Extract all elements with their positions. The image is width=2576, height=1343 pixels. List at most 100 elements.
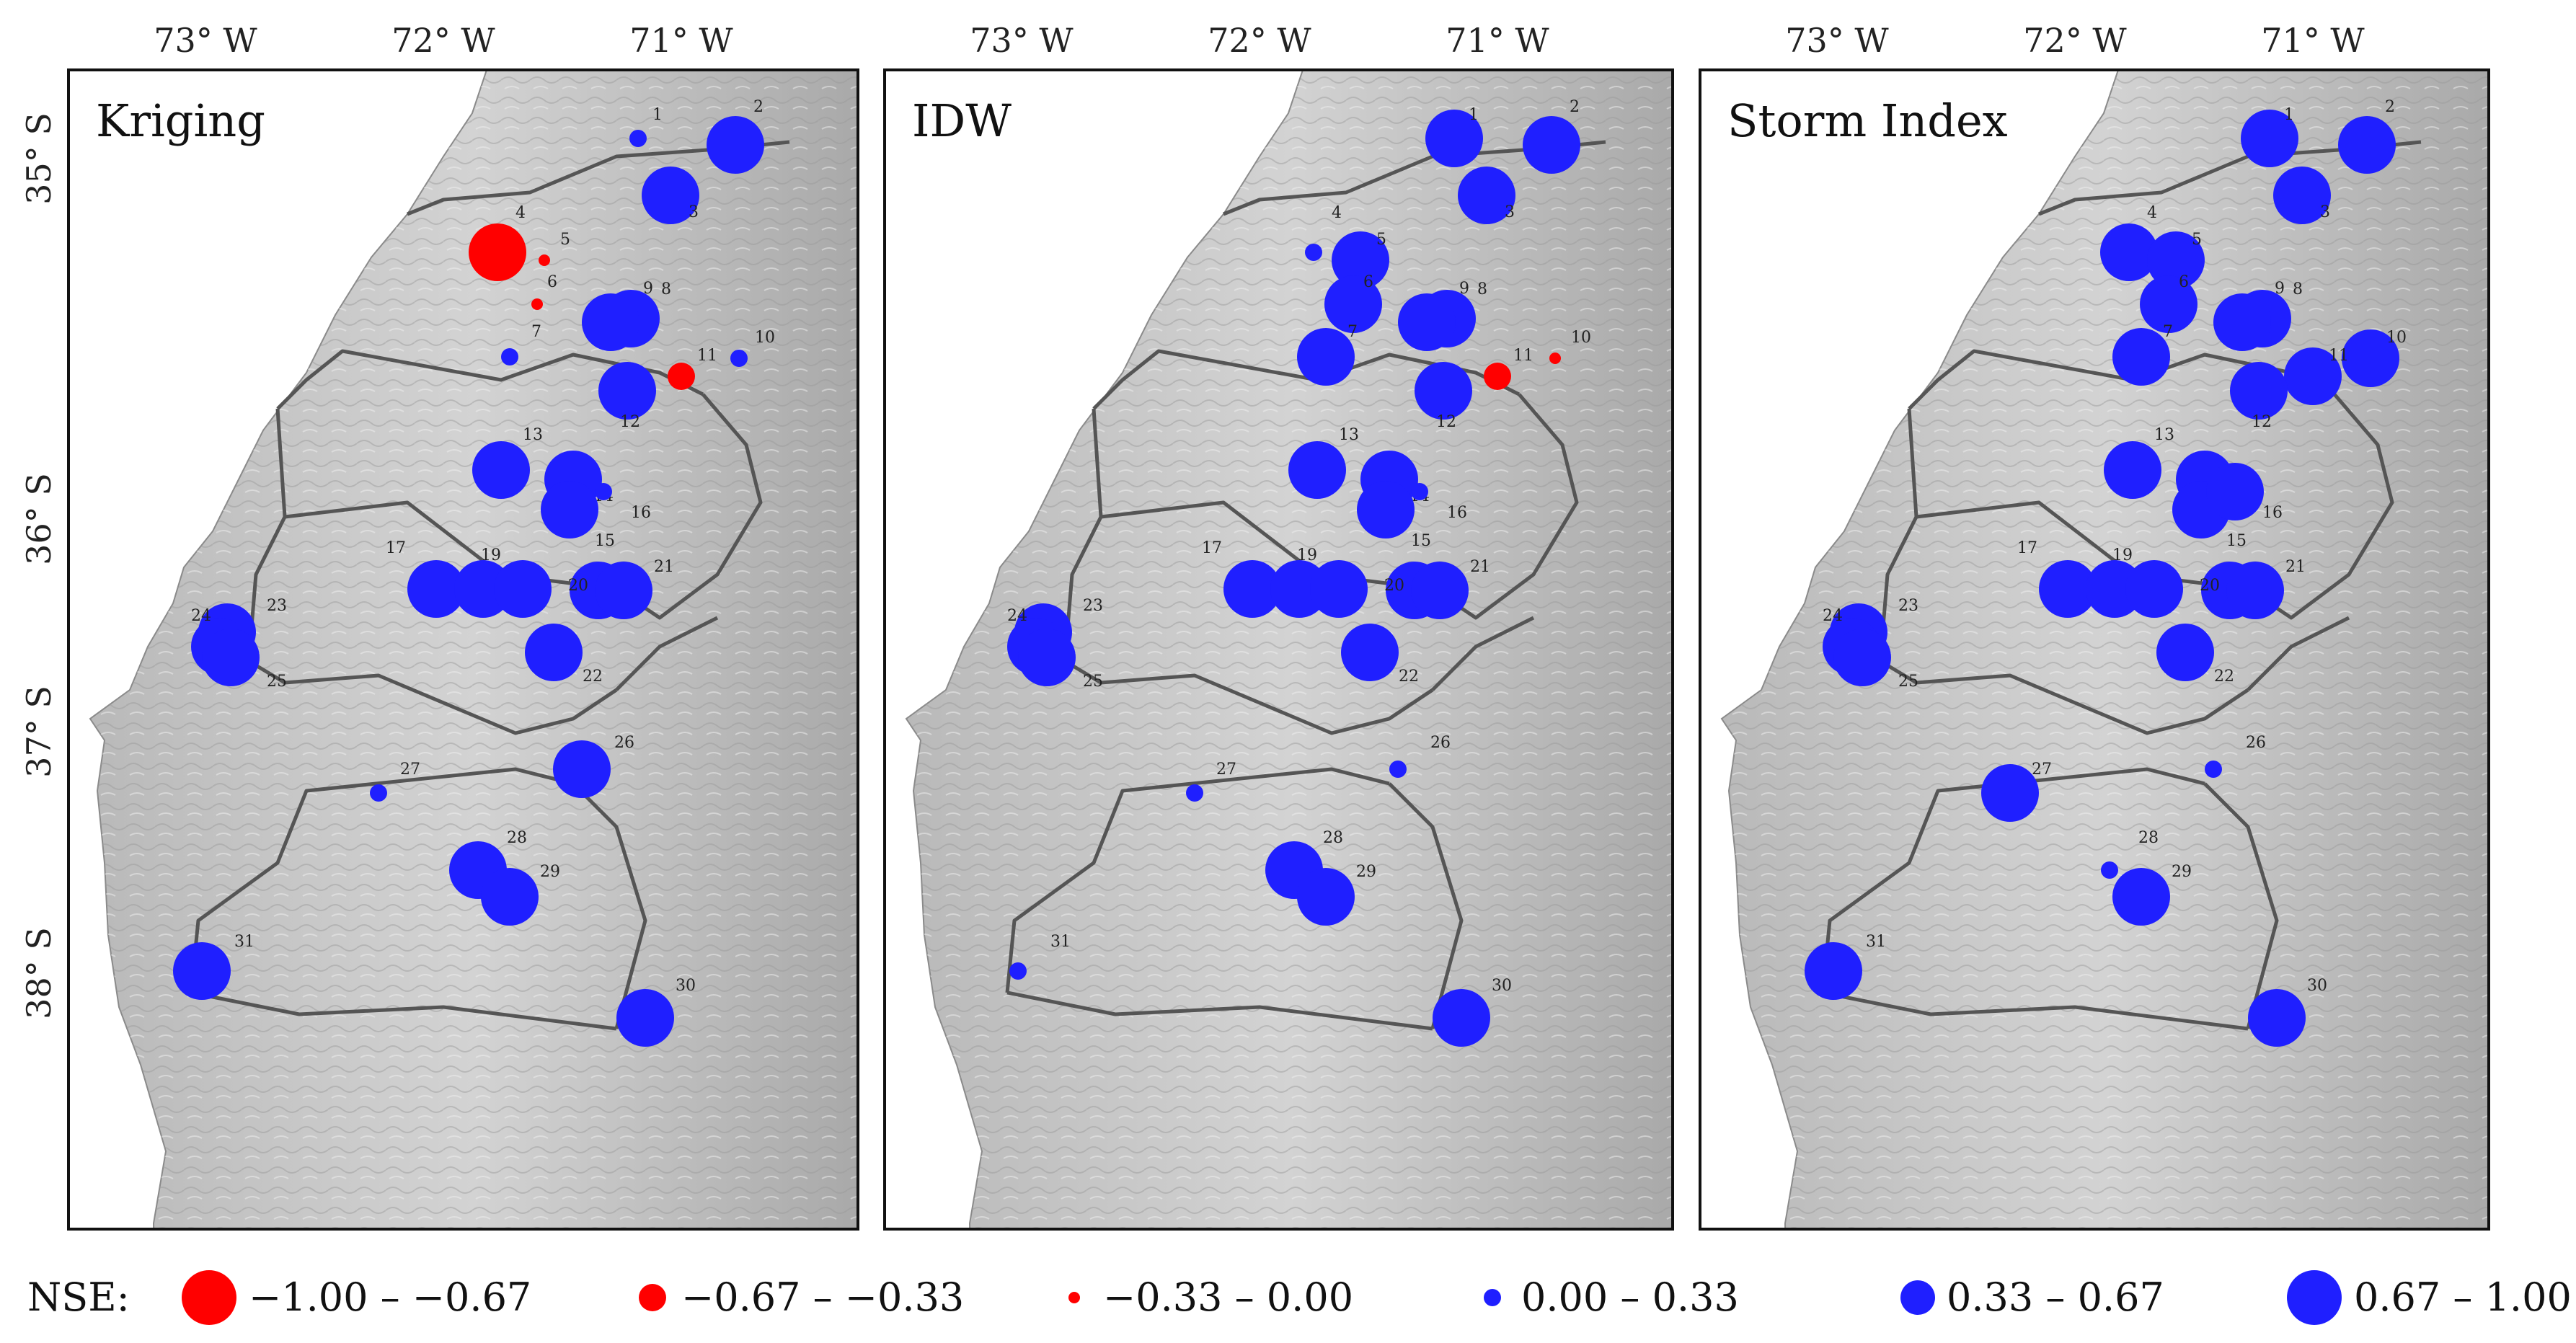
station-17-marker [407,560,465,618]
station-29-marker [1297,868,1355,926]
station-2-marker [1523,116,1580,174]
lon-tick-label: 72° W [2023,21,2127,60]
panel-title: Storm Index [1727,94,2008,147]
legend-class-2-symbol [639,1284,666,1311]
station-3-marker [2273,167,2331,224]
region-boundary [615,393,763,620]
station-4-marker [2100,223,2158,281]
legend-class-6-label: 0.67 – 1.00 [2354,1275,2572,1320]
map-panel-2: 1234567891011121314151617181920212223242… [883,68,1674,1231]
station-7-marker [501,348,518,365]
station-10-label: 10 [755,329,775,347]
station-31-label: 31 [1866,933,1886,951]
legend-class-3-symbol [1068,1292,1080,1303]
station-13-marker [472,441,530,499]
station-6-label: 6 [2179,273,2189,291]
station-26-label: 26 [2246,734,2266,752]
station-9-label: 9 [643,280,653,298]
station-1-label: 1 [1469,106,1479,124]
panel-frame [1699,68,2490,1231]
station-3-label: 3 [689,203,699,221]
station-10-marker [1549,353,1561,364]
station-1-marker [2241,110,2298,167]
station-27-marker [370,784,387,802]
panel-title: IDW [912,94,1012,147]
station-15-label: 15 [595,532,615,550]
station-11-label: 11 [697,347,717,365]
panel-frame [883,68,1674,1231]
station-25-marker [202,629,260,686]
station-10-marker [730,350,748,367]
station-6-label: 6 [547,273,557,291]
station-30-label: 30 [676,977,696,995]
legend-class-1-label: −1.00 – −0.67 [249,1275,531,1320]
station-18-marker [1270,560,1328,618]
station-21-marker [1411,562,1469,619]
lat-tick-label: 38° S [19,927,58,1019]
nse-legend: NSE: −1.00 – −0.67 −0.67 – −0.33 −0.33 – 0… [27,1270,2572,1325]
station-15-marker [541,481,598,538]
legend-class-3-label: −0.33 – 0.00 [1103,1275,1353,1320]
station-16-marker [595,483,612,500]
station-24-label: 24 [191,607,211,625]
station-25-marker [1833,629,1891,686]
station-9-marker [2213,293,2271,351]
station-19-label: 19 [481,546,501,564]
region-boundary [284,673,618,735]
station-21-label: 21 [2285,558,2306,576]
station-27-marker [1186,784,1203,802]
station-9-label: 9 [1459,280,1469,298]
station-3-label: 3 [2320,203,2330,221]
station-2-marker [707,116,764,174]
station-1-label: 1 [652,106,663,124]
station-25-marker [1018,629,1076,686]
station-6-marker [1324,275,1382,333]
station-12-label: 12 [620,413,640,431]
station-17-marker [2039,560,2097,618]
station-6-marker [531,298,543,310]
station-20-label: 20 [2200,577,2220,595]
station-10-label: 10 [1571,329,1591,347]
lon-tick-label: 73° W [1785,21,1889,60]
station-27-label: 27 [1216,761,1236,779]
region-boundary [2247,616,2350,691]
station-25-label: 25 [1898,673,1918,691]
region-boundary [2247,393,2394,620]
lon-tick-label: 73° W [154,21,257,60]
legend-class-4-symbol [1484,1289,1501,1306]
region-boundary [189,767,574,993]
station-28-label: 28 [1323,829,1343,847]
station-4-label: 4 [515,204,526,222]
station-26-label: 26 [1430,734,1451,752]
region-boundary [2203,782,2279,1029]
station-2-label: 2 [753,98,763,116]
station-11-label: 11 [2329,347,2349,365]
region-boundary [1431,393,1579,620]
region-boundary [1388,782,1464,1029]
station-20-label: 20 [1384,577,1404,595]
station-31-marker [173,942,231,1000]
station-25-label: 25 [1083,673,1103,691]
station-1-marker [1425,110,1483,167]
lon-tick-label: 71° W [2261,21,2365,60]
station-13-label: 13 [523,426,543,444]
legend-class-1-symbol [182,1270,236,1325]
station-28-label: 28 [507,829,527,847]
station-29-marker [2112,868,2170,926]
station-5-marker [2147,231,2205,289]
station-25-label: 25 [267,673,287,691]
latitude-tick-labels: 35° S 36° S 37° S 38° S [19,112,58,1019]
map-panel-3: 1234567891011121314151617181920212223242… [1699,68,2490,1231]
station-29-label: 29 [540,863,560,881]
longitude-tick-labels: 73° W 72° W 71° W 73° W 72° W 71° W 73° W 72° W… [154,21,2365,60]
station-26-marker [2205,761,2222,778]
region-boundary [1100,673,1434,735]
station-7-marker [1297,328,1355,386]
station-18-marker [2086,560,2143,618]
station-8-label: 8 [661,280,671,298]
region-boundary [1820,767,2205,993]
panel-frame [67,68,859,1231]
station-8-label: 8 [1477,280,1487,298]
station-19-marker [494,560,552,618]
station-22-marker [2156,624,2214,681]
